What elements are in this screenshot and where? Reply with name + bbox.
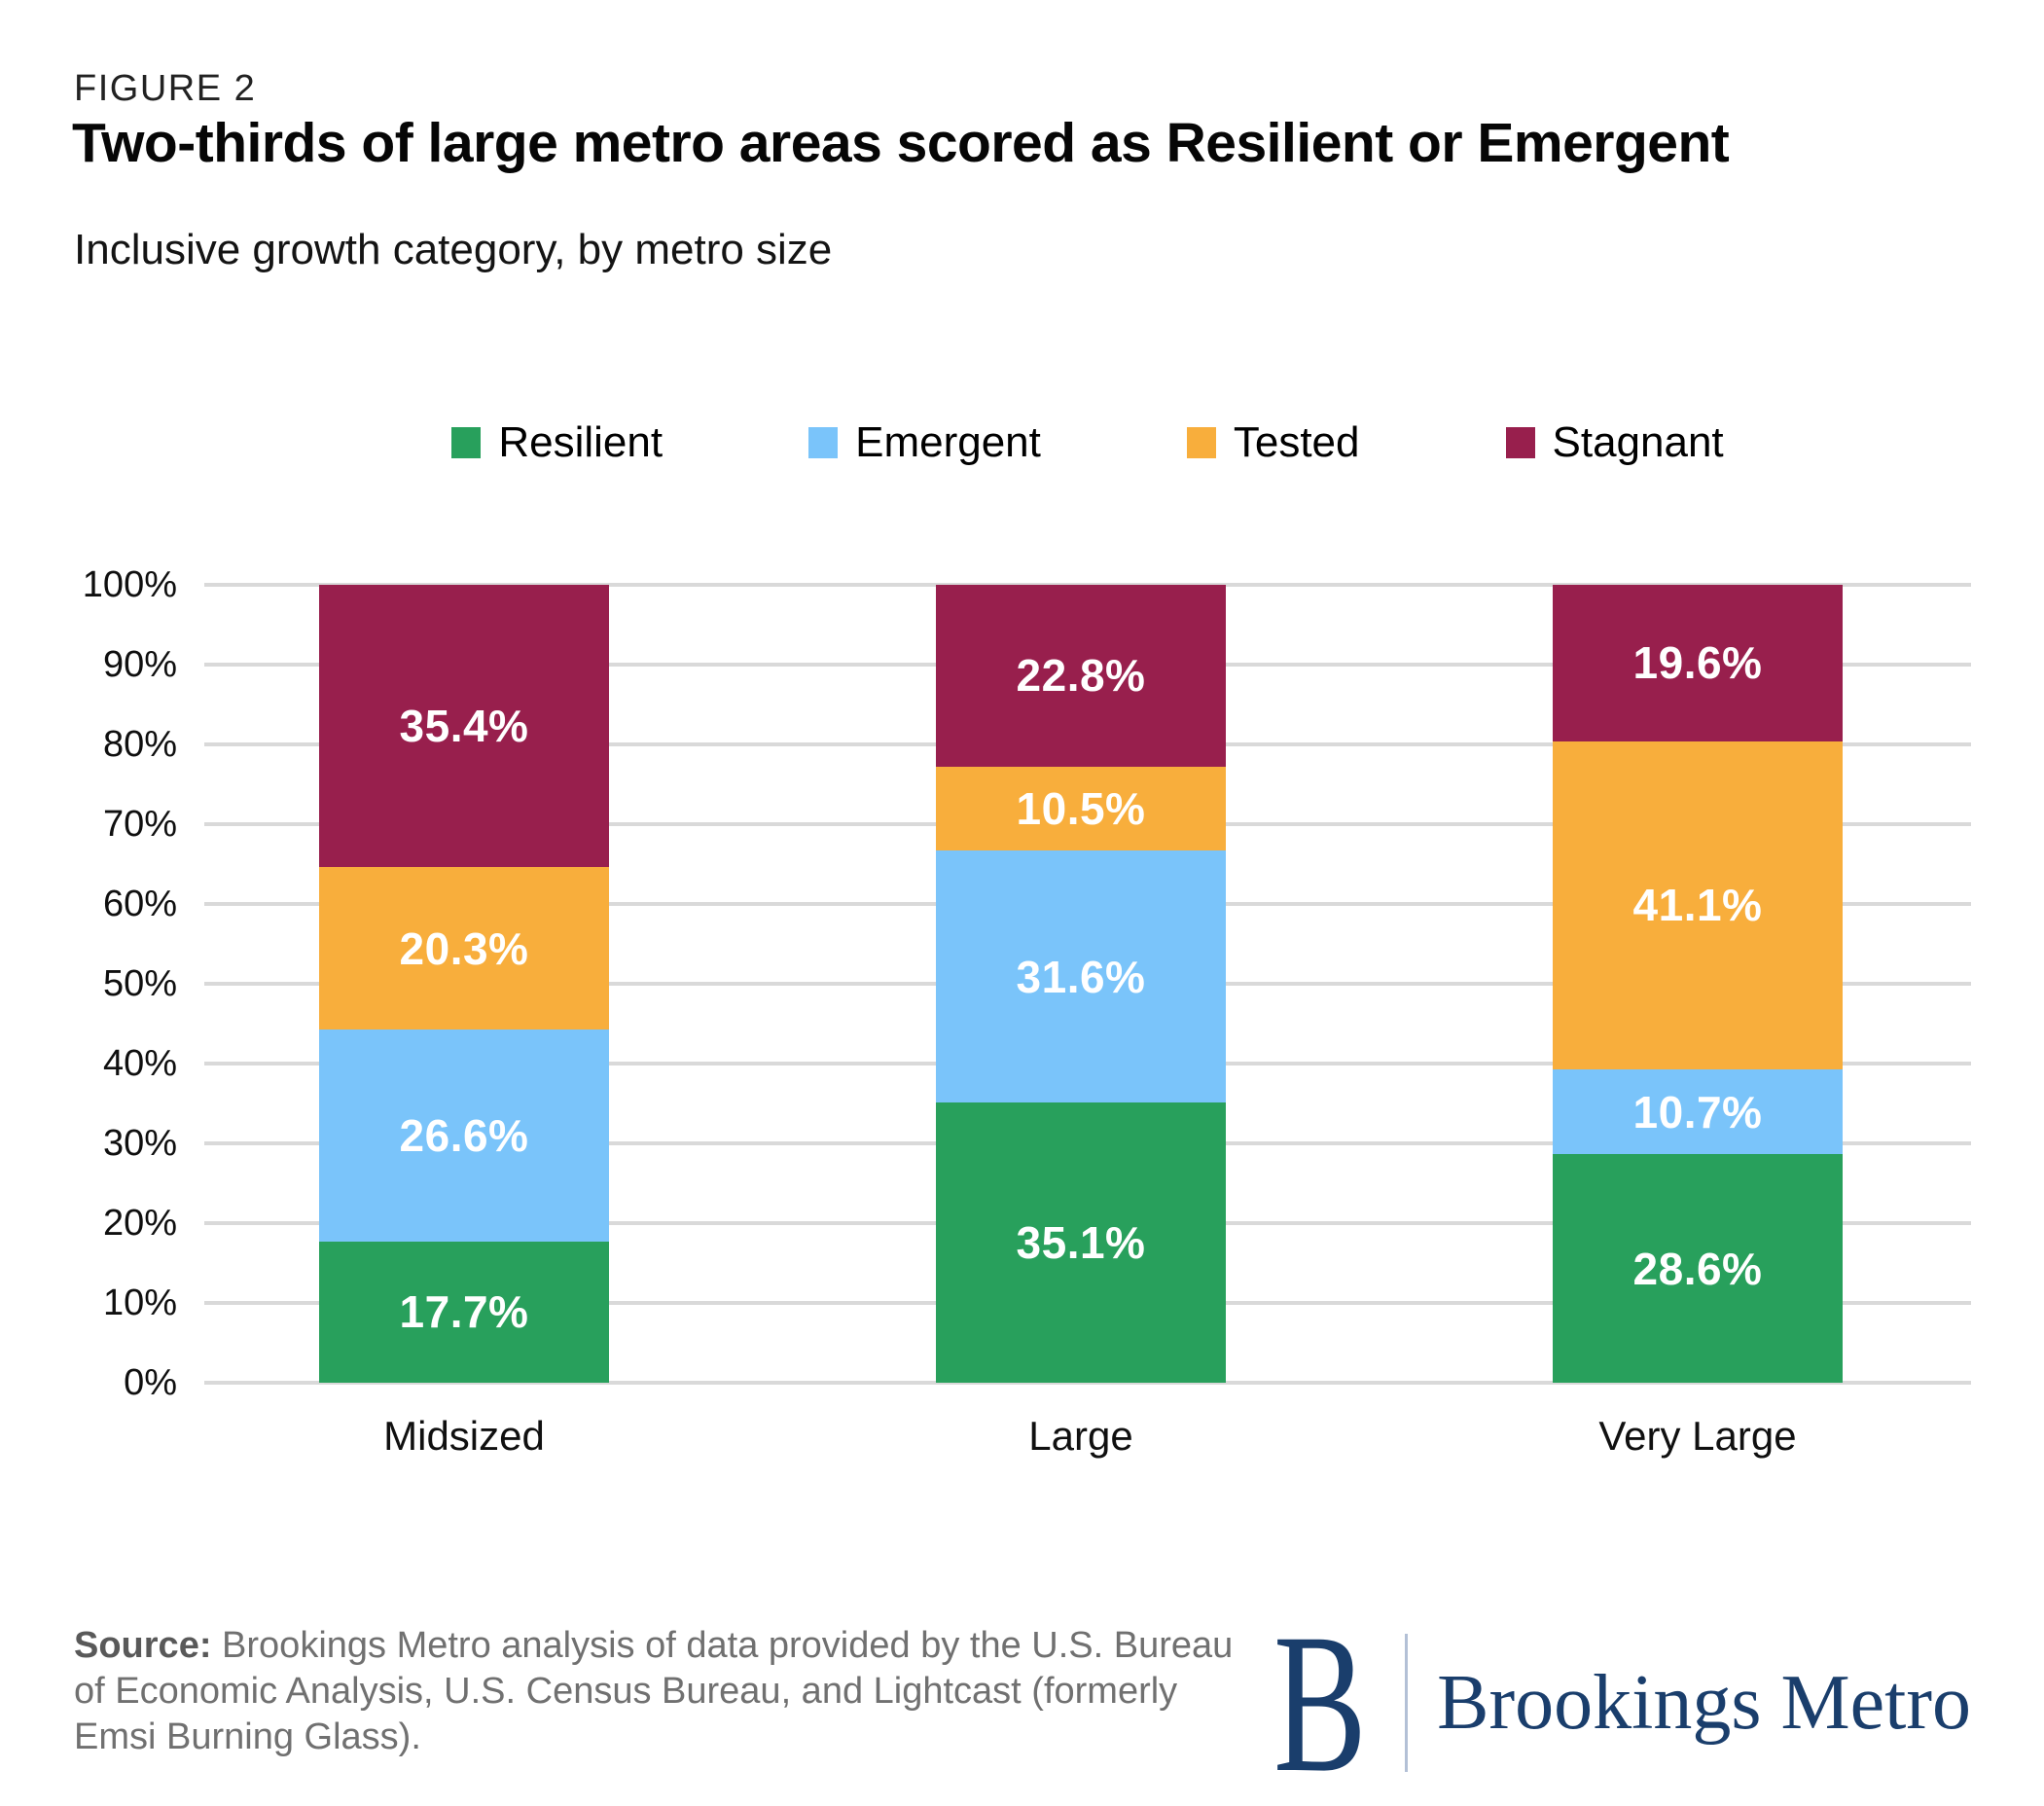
data-label-emergent-midsized: 26.6% [399,1109,529,1161]
segment-stagnant-midsized: 35.4% [319,585,609,868]
data-label-stagnant-large: 22.8% [1016,650,1146,702]
y-axis-tick-label: 0% [124,1362,177,1403]
y-axis-tick-label: 40% [102,1043,177,1084]
y-axis-tick-label: 10% [102,1282,177,1323]
logo-divider [1405,1634,1409,1772]
logo-wordmark: Brookings Metro [1437,1659,1971,1746]
x-axis-label-large: Large [1028,1413,1133,1459]
chart-legend: Resilient Emergent Tested Stagnant [204,418,1971,467]
segment-emergent-midsized: 26.6% [319,1029,609,1242]
data-label-emergent-large: 31.6% [1016,951,1146,1002]
legend-swatch-icon-tested [1186,427,1216,458]
segment-emergent-large: 31.6% [936,850,1226,1103]
figure-number-label: FIGURE 2 [74,68,257,109]
legend-item-resilient: Resilient [451,418,663,467]
brookings-metro-logo: B Brookings Metro [1273,1604,1971,1803]
x-axis-label-midsized: Midsized [383,1413,545,1459]
bar-midsized: 17.7% 26.6% 20.3% 35.4% [319,585,609,1383]
x-axis: Midsized Large Very Large [204,1413,1971,1471]
y-axis-tick-label: 70% [102,804,177,845]
y-axis-tick-label: 30% [102,1123,177,1164]
y-axis-tick-label: 60% [102,884,177,924]
bar-very-large: 28.6% 10.7% 41.1% 19.6% [1553,585,1843,1383]
data-label-resilient-large: 35.1% [1016,1217,1146,1269]
legend-label-emergent: Emergent [855,418,1041,466]
data-label-tested-midsized: 20.3% [399,922,529,974]
segment-tested-large: 10.5% [936,766,1226,851]
data-label-stagnant-very-large: 19.6% [1632,637,1763,689]
legend-label-stagnant: Stagnant [1552,418,1724,466]
legend-label-tested: Tested [1233,418,1360,466]
legend-swatch-icon-emergent [808,427,839,458]
data-label-resilient-very-large: 28.6% [1632,1243,1763,1294]
legend-item-tested: Tested [1186,418,1360,467]
y-axis-tick-label: 80% [102,724,177,765]
source-note: Source: Brookings Metro analysis of data… [74,1623,1233,1760]
data-label-stagnant-midsized: 35.4% [399,701,529,752]
y-axis: 0% 10% 20% 30% 40% 50% 60% 70% 80% 90% 100% [58,564,177,1403]
legend-item-emergent: Emergent [808,418,1041,467]
gridline-0% [204,1381,1971,1385]
brookings-b-icon: B [1273,1592,1367,1806]
x-axis-label-very-large: Very Large [1598,1413,1797,1459]
data-label-resilient-midsized: 17.7% [399,1286,529,1338]
segment-emergent-very-large: 10.7% [1553,1068,1843,1155]
source-line: of Economic Analysis, U.S. Census Bureau… [74,1671,1178,1712]
chart-title: Two-thirds of large metro areas scored a… [72,112,1730,174]
data-label-emergent-very-large: 10.7% [1632,1086,1763,1138]
data-label-tested-large: 10.5% [1016,783,1146,835]
legend-item-stagnant: Stagnant [1505,418,1724,467]
bar-large: 35.1% 31.6% 10.5% 22.8% [936,585,1226,1383]
logo-monogram-wrap: B [1273,1604,1376,1803]
segment-tested-very-large: 41.1% [1553,740,1843,1069]
y-axis-tick-label: 90% [102,644,177,685]
segment-tested-midsized: 20.3% [319,867,609,1029]
y-axis-tick-label: 100% [82,564,177,605]
data-label-tested-very-large: 41.1% [1632,880,1763,931]
legend-swatch-icon-resilient [451,427,482,458]
segment-resilient-large: 35.1% [936,1102,1226,1383]
legend-swatch-icon-stagnant [1505,427,1535,458]
source-line: Emsi Burning Glass). [74,1716,421,1757]
segment-resilient-midsized: 17.7% [319,1241,609,1383]
chart-subtitle: Inclusive growth category, by metro size [74,226,833,273]
legend-label-resilient: Resilient [498,418,663,466]
source-text: Brookings Metro analysis of data provide… [222,1625,1234,1666]
segment-resilient-very-large: 28.6% [1553,1154,1843,1383]
segment-stagnant-very-large: 19.6% [1553,585,1843,741]
source-label: Source: [74,1625,212,1666]
source-line: Source: Brookings Metro analysis of data… [74,1623,1233,1669]
y-axis-tick-label: 20% [102,1203,177,1244]
y-axis-tick-label: 50% [102,963,177,1004]
plot-area: 17.7% 26.6% 20.3% 35.4% 35.1% 31.6% 10.5% 22.8%… [204,583,1971,1385]
gridline-100% [204,583,1971,587]
segment-stagnant-large: 22.8% [936,585,1226,767]
